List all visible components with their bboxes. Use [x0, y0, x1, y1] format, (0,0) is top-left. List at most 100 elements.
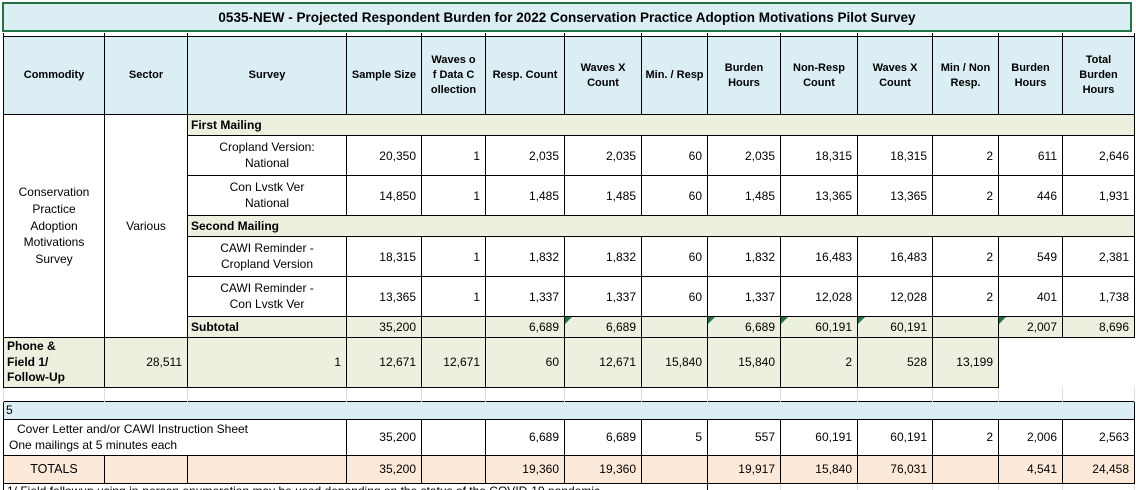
table-cell[interactable]: 2,646 [1062, 135, 1135, 176]
table-cell[interactable]: 1,337 [564, 276, 642, 317]
table-cell[interactable]: 13,365 [857, 175, 933, 216]
table-cell[interactable]: 2,006 [998, 418, 1063, 456]
table-cell[interactable]: 18,315 [857, 135, 933, 176]
table-cell[interactable]: 1,832 [564, 236, 642, 277]
table-cell[interactable]: 20,350 [346, 135, 422, 176]
footnote[interactable]: 1/ Field followup using in-person enumer… [3, 482, 708, 490]
col-header-waves-x-count-nonresp[interactable]: Waves X Count [857, 36, 933, 115]
table-cell[interactable] [641, 454, 708, 484]
table-cell[interactable]: 2,035 [707, 135, 781, 176]
table-cell[interactable]: 446 [998, 175, 1063, 216]
table-cell[interactable]: 15,840 [641, 337, 708, 388]
table-cell[interactable]: 14,850 [346, 175, 422, 216]
col-header-total-burden-hours[interactable]: Total Burden Hours [1062, 36, 1135, 115]
table-cell[interactable]: 35,200 [346, 418, 422, 456]
survey-label-cropland[interactable]: Cropland Version: National [187, 135, 347, 176]
table-cell[interactable]: 16,483 [780, 236, 858, 277]
table-cell[interactable]: 2 [932, 418, 999, 456]
table-cell[interactable]: 2,381 [1062, 236, 1135, 277]
table-cell[interactable]: 15,840 [707, 337, 781, 388]
section-band-first-mailing[interactable]: First Mailing [187, 114, 1135, 136]
table-cell[interactable]: 6,689 [485, 418, 565, 456]
table-cell[interactable]: 528 [857, 337, 933, 388]
table-cell[interactable]: 1,931 [1062, 175, 1135, 216]
table-cell[interactable]: 401 [998, 276, 1063, 317]
col-header-waves-of-data-collection[interactable]: Waves of Data Collection [421, 36, 486, 115]
table-cell[interactable]: 2 [932, 135, 999, 176]
col-header-commodity[interactable]: Commodity [3, 36, 105, 115]
table-cell[interactable]: 12,671 [564, 337, 642, 388]
table-cell[interactable]: 60,191 [857, 316, 933, 338]
table-cell[interactable]: 1,832 [707, 236, 781, 277]
table-cell[interactable]: 12,028 [857, 276, 933, 317]
table-cell[interactable]: 35,200 [346, 454, 422, 484]
table-cell[interactable]: 24,458 [1062, 454, 1135, 484]
table-cell[interactable] [421, 316, 486, 338]
table-cell[interactable]: 1 [421, 236, 486, 277]
table-cell[interactable]: 35,200 [346, 316, 422, 338]
table-cell[interactable]: 19,360 [564, 454, 642, 484]
table-cell[interactable]: 6,689 [485, 316, 565, 338]
table-cell[interactable]: 2 [932, 236, 999, 277]
table-cell[interactable]: 557 [707, 418, 781, 456]
table-cell[interactable] [421, 454, 486, 484]
row-number-cell[interactable]: 5 [3, 400, 1135, 420]
table-cell[interactable] [641, 316, 708, 338]
table-cell[interactable]: 1 [421, 135, 486, 176]
col-header-burden-hours-nonresp[interactable]: Burden Hours [998, 36, 1063, 115]
table-cell[interactable]: 6,689 [564, 418, 642, 456]
table-cell[interactable] [187, 454, 347, 484]
table-cell[interactable]: 15,840 [780, 454, 858, 484]
table-cell[interactable]: 16,483 [857, 236, 933, 277]
table-cell[interactable]: 12,028 [780, 276, 858, 317]
table-cell[interactable]: 2 [780, 337, 858, 388]
table-title[interactable]: 0535-NEW - Projected Respondent Burden f… [2, 2, 1132, 32]
table-cell[interactable] [932, 316, 999, 338]
table-cell[interactable] [421, 418, 486, 456]
table-cell[interactable]: 5 [641, 418, 708, 456]
table-cell[interactable] [104, 454, 188, 484]
survey-label-cawi-cropland[interactable]: CAWI Reminder - Cropland Version [187, 236, 347, 277]
table-cell[interactable]: 19,917 [707, 454, 781, 484]
table-cell[interactable]: 13,365 [780, 175, 858, 216]
col-header-non-resp-count[interactable]: Non-Resp Count [780, 36, 858, 115]
table-cell[interactable]: 76,031 [857, 454, 933, 484]
table-cell[interactable]: 60,191 [857, 418, 933, 456]
table-cell[interactable]: 1,485 [564, 175, 642, 216]
section-band-second-mailing[interactable]: Second Mailing [187, 215, 1135, 237]
table-cell[interactable]: 1,738 [1062, 276, 1135, 317]
col-header-burden-hours[interactable]: Burden Hours [707, 36, 781, 115]
table-cell[interactable]: 1,337 [707, 276, 781, 317]
subtotal-label[interactable]: Subtotal [187, 316, 347, 338]
table-cell[interactable]: 12,671 [421, 337, 486, 388]
col-header-sample-size[interactable]: Sample Size [346, 36, 422, 115]
table-cell[interactable]: 60 [641, 175, 708, 216]
table-cell[interactable]: 2,035 [485, 135, 565, 176]
table-cell[interactable]: 13,199 [932, 337, 999, 388]
table-cell[interactable]: 60 [641, 236, 708, 277]
table-cell[interactable]: 1,485 [707, 175, 781, 216]
table-cell[interactable]: 6,689 [564, 316, 642, 338]
col-header-min-per-non-resp[interactable]: Min / Non Resp. [932, 36, 999, 115]
survey-label-cawi-con-lvstk[interactable]: CAWI Reminder - Con Lvstk Ver [187, 276, 347, 317]
col-header-survey[interactable]: Survey [187, 36, 347, 115]
table-cell[interactable]: 2,007 [998, 316, 1063, 338]
table-cell[interactable]: 611 [998, 135, 1063, 176]
commodity-cell[interactable]: Conservation Practice Adoption Motivatio… [3, 114, 105, 338]
table-cell[interactable]: 60 [641, 135, 708, 176]
table-cell[interactable]: 549 [998, 236, 1063, 277]
col-header-min-per-resp[interactable]: Min. / Resp [641, 36, 708, 115]
phone-field-label[interactable]: Phone & Field 1/ Follow-Up [3, 337, 105, 388]
table-cell[interactable]: 1 [421, 276, 486, 317]
table-cell[interactable]: 1,485 [485, 175, 565, 216]
table-cell[interactable]: 1,337 [485, 276, 565, 317]
cover-letter-label[interactable]: Cover Letter and/or CAWI Instruction She… [3, 418, 347, 456]
table-cell[interactable]: 8,696 [1062, 316, 1135, 338]
table-cell[interactable]: 6,689 [707, 316, 781, 338]
table-cell[interactable]: 19,360 [485, 454, 565, 484]
table-cell[interactable]: 18,315 [346, 236, 422, 277]
table-cell[interactable]: 13,365 [346, 276, 422, 317]
totals-label[interactable]: TOTALS [3, 454, 105, 484]
table-cell[interactable]: 60,191 [780, 316, 858, 338]
col-header-resp-count[interactable]: Resp. Count [485, 36, 565, 115]
